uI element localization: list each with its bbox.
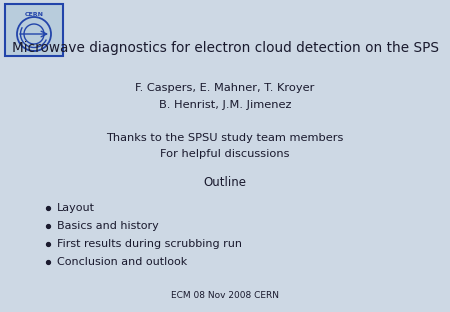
Text: B. Henrist, J.M. Jimenez: B. Henrist, J.M. Jimenez [159, 100, 291, 110]
Text: Layout: Layout [57, 203, 95, 213]
Text: For helpful discussions: For helpful discussions [160, 149, 290, 159]
Text: F. Caspers, E. Mahner, T. Kroyer: F. Caspers, E. Mahner, T. Kroyer [135, 83, 315, 93]
Text: First results during scrubbing run: First results during scrubbing run [57, 239, 242, 249]
Text: CERN: CERN [24, 12, 44, 17]
Text: Microwave diagnostics for electron cloud detection on the SPS: Microwave diagnostics for electron cloud… [12, 41, 438, 55]
Text: Basics and history: Basics and history [57, 221, 159, 231]
Bar [5, 4, 63, 56]
Text: ECM 08 Nov 2008 CERN: ECM 08 Nov 2008 CERN [171, 290, 279, 300]
Text: Conclusion and outlook: Conclusion and outlook [57, 257, 187, 267]
Text: Outline: Outline [203, 177, 247, 189]
Text: Thanks to the SPSU study team members: Thanks to the SPSU study team members [106, 133, 344, 143]
